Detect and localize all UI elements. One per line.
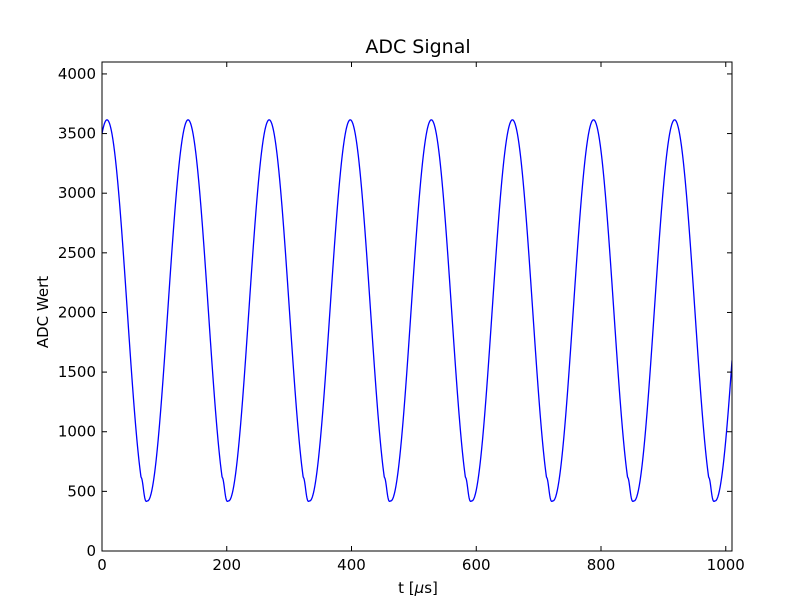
x-axis-label: t [μs]: [398, 579, 438, 597]
plot-frame: [101, 61, 733, 552]
y-tick-label: 4000: [58, 65, 96, 83]
y-tick-label: 2000: [58, 303, 96, 321]
x-axis-label-prefix: t [: [398, 579, 415, 597]
x-axis-label-mu: μ: [414, 579, 425, 597]
x-axis-label-suffix: s]: [424, 579, 438, 597]
axis-ticks: 0 200 400 600 800 1000 0 500 1000 1500 2000 2500 300…: [58, 62, 745, 574]
y-tick-label: 0: [86, 542, 96, 560]
chart-title: ADC Signal: [365, 36, 470, 58]
x-tick-label: 400: [337, 556, 366, 574]
x-tick-label: 600: [462, 556, 491, 574]
y-axis-label: ADC Wert: [34, 276, 52, 348]
plot-area: [101, 61, 733, 552]
x-tick-label: 1000: [707, 556, 745, 574]
y-tick-label: 3500: [58, 125, 96, 143]
x-tick-label: 0: [97, 556, 107, 574]
x-tick-label: 800: [587, 556, 616, 574]
y-tick-label: 1000: [58, 423, 96, 441]
adc-signal-line: [102, 119, 732, 503]
y-tick-label: 500: [67, 482, 96, 500]
y-tick-label: 3000: [58, 184, 96, 202]
y-tick-label: 1500: [58, 363, 96, 381]
x-tick-label: 200: [212, 556, 241, 574]
y-tick-label: 2500: [58, 244, 96, 262]
